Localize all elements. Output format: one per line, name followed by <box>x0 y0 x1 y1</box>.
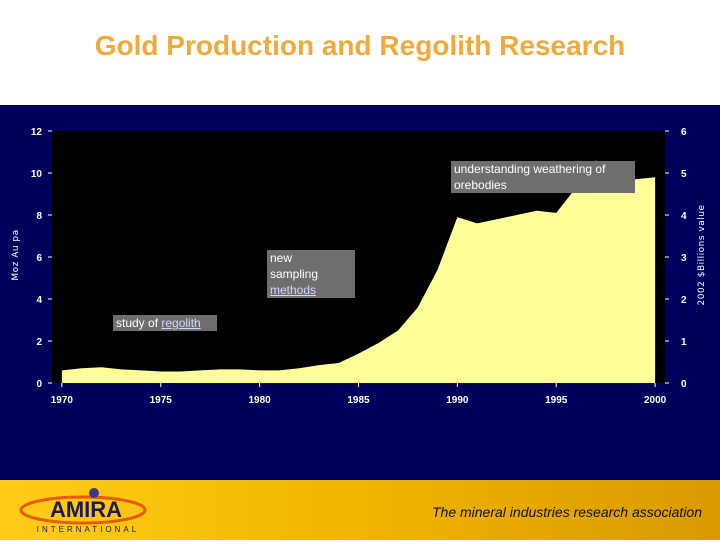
chart-note: Value $500 per ounce (right axis) <box>443 544 649 560</box>
logo-subtext: INTERNATIONAL <box>37 525 139 534</box>
y2-tick-label: 1 <box>681 337 687 348</box>
annotation-line: understanding weathering of <box>454 162 606 176</box>
x-tick-label: 1995 <box>545 395 568 406</box>
annotation-line: study of regolith <box>116 316 201 330</box>
y-axis-title: Moz Au pa <box>11 229 21 280</box>
y-tick-label: 12 <box>31 127 43 138</box>
annotation-sampling: new sampling methods <box>267 250 355 298</box>
y-tick-label: 0 <box>36 379 42 390</box>
left-axis-ticks: 0 2 4 6 8 10 12 <box>31 127 52 390</box>
annotation-line: orebodies <box>454 178 507 192</box>
footer-bar: AMIRA INTERNATIONAL The mineral industri… <box>0 480 720 540</box>
y2-axis-title: 2002 $Billions value <box>697 204 707 305</box>
y2-tick-label: 2 <box>681 295 687 306</box>
gold-production-area <box>61 160 656 383</box>
x-axis-ticks: 1970 1975 1980 1985 1990 1995 2000 <box>51 383 667 406</box>
y2-tick-label: 5 <box>681 169 687 180</box>
y2-tick-label: 4 <box>681 211 687 222</box>
annotation-line: new <box>270 251 293 265</box>
y-tick-label: 8 <box>36 211 42 222</box>
footer-tagline: The mineral industries research associat… <box>431 504 702 520</box>
amira-logo: AMIRA INTERNATIONAL <box>19 488 147 534</box>
x-tick-label: 1980 <box>249 395 272 406</box>
right-axis-ticks: 0 1 2 3 4 5 6 <box>665 127 687 390</box>
logo-dot-icon <box>89 488 99 498</box>
y2-tick-label: 3 <box>681 253 687 264</box>
x-tick-label: 1970 <box>51 395 74 406</box>
y-tick-label: 10 <box>31 169 43 180</box>
y-tick-label: 4 <box>36 295 42 306</box>
y2-tick-label: 0 <box>681 379 687 390</box>
x-tick-label: 1990 <box>446 395 469 406</box>
y-tick-label: 2 <box>36 337 42 348</box>
logo-wordmark: AMIRA <box>50 497 122 522</box>
x-tick-label: 2000 <box>644 395 667 406</box>
annotation-line: sampling <box>270 267 319 281</box>
logo-orbit <box>19 495 147 525</box>
y-tick-label: 6 <box>36 253 42 264</box>
x-tick-label: 1985 <box>347 395 370 406</box>
annotation-line: methods <box>270 283 317 297</box>
x-tick-label: 1975 <box>150 395 173 406</box>
annotation-weathering: understanding weathering of orebodies <box>451 161 635 193</box>
page-title: Gold Production and Regolith Research <box>94 30 626 61</box>
annotation-regolith: study of regolith <box>113 315 217 331</box>
y2-tick-label: 6 <box>681 127 687 138</box>
